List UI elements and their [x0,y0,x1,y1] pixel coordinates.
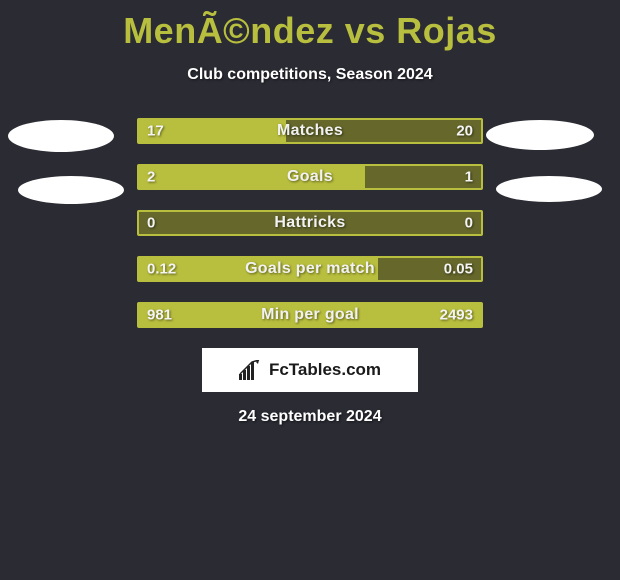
stat-value-right: 0 [465,215,473,232]
player-avatar-right_top [486,120,594,150]
stat-label: Goals [139,168,481,186]
stat-label: Min per goal [139,306,481,324]
stat-value-right: 1 [465,169,473,186]
player-avatar-left_bottom [18,176,124,204]
stat-row: 0Hattricks0 [137,210,483,236]
page-title: MenÃ©ndez vs Rojas [0,0,620,52]
stat-row: 0.12Goals per match0.05 [137,256,483,282]
player-avatar-left_top [8,120,114,152]
date-text: 24 september 2024 [0,408,620,426]
stat-value-right: 20 [456,123,473,140]
stat-label: Goals per match [139,260,481,278]
player-avatar-right_bottom [496,176,602,202]
subtitle: Club competitions, Season 2024 [0,66,620,84]
stat-value-right: 0.05 [444,261,473,278]
fctables-logo-icon [239,360,263,380]
stat-row: 981Min per goal2493 [137,302,483,328]
stat-row: 17Matches20 [137,118,483,144]
branding-badge: FcTables.com [202,348,418,392]
stat-label: Hattricks [139,214,481,232]
stat-value-right: 2493 [440,307,473,324]
stat-row: 2Goals1 [137,164,483,190]
branding-text: FcTables.com [269,360,381,380]
stat-label: Matches [139,122,481,140]
